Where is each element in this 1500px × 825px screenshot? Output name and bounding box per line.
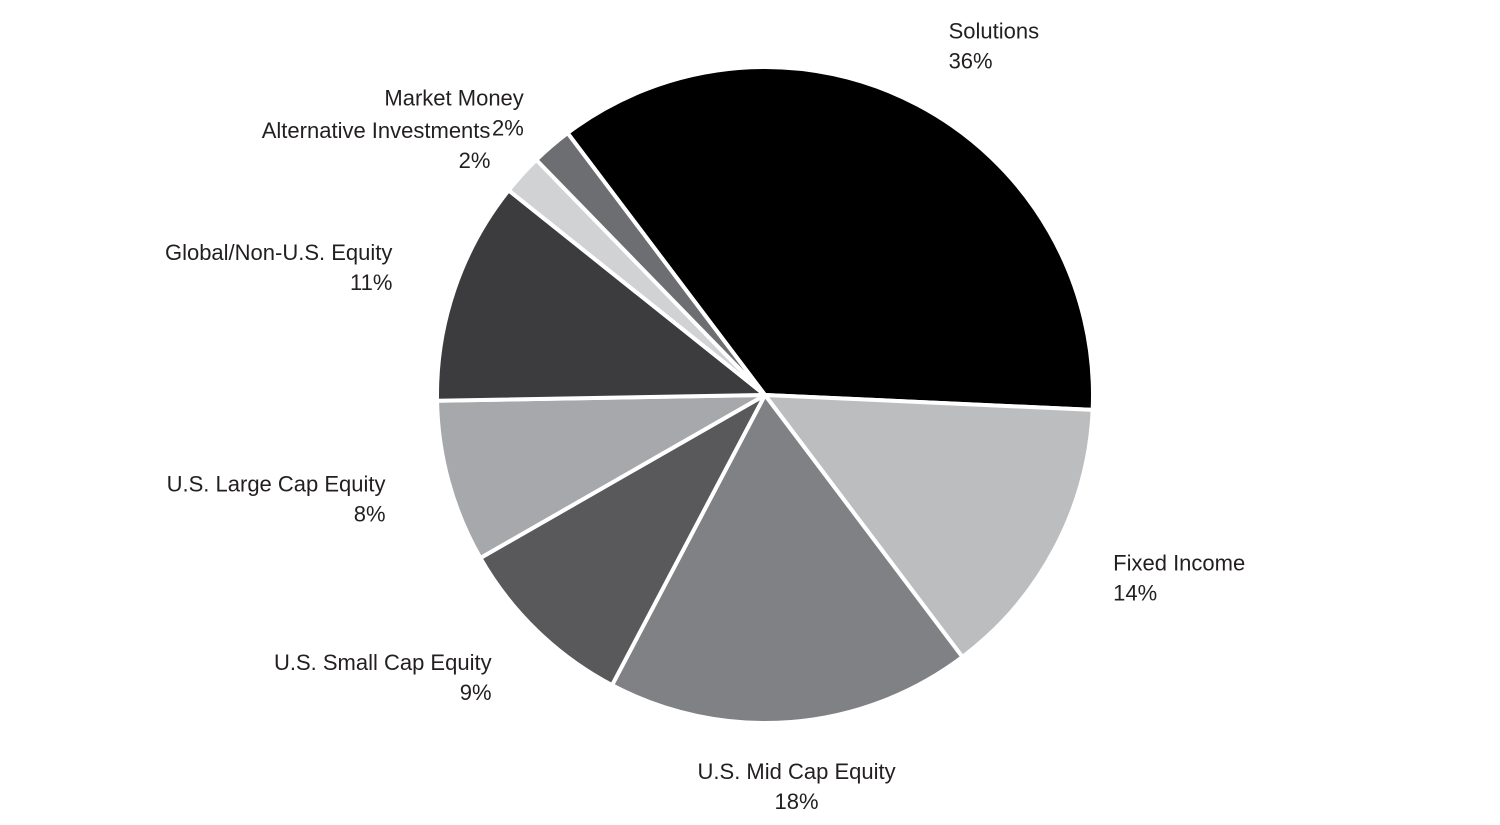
slice-value: 36% [949,49,993,74]
slice-value: 2% [492,115,524,140]
slice-label: Market Money [384,85,523,110]
slice-label: U.S. Small Cap Equity [274,650,492,675]
slice-label: U.S. Mid Cap Equity [698,759,896,784]
pie-slice [478,393,767,688]
slice-label: Solutions [949,19,1040,44]
pie-slice [435,188,767,403]
slice-value: 8% [354,501,386,526]
slice-value: 18% [775,789,819,814]
pie-slice [610,393,965,725]
slice-label: Global/Non-U.S. Equity [165,240,392,265]
pie-slice [763,393,1095,659]
slice-value: 9% [460,680,492,705]
slice-label: Alternative Investments [262,118,491,143]
slice-label: Fixed Income [1113,550,1245,575]
pie-slice [435,393,767,561]
slice-value: 11% [350,270,392,295]
slice-value: 2% [459,148,491,173]
pie-slice [534,131,767,397]
slice-value: 14% [1113,580,1157,605]
pie-slice [565,65,1095,412]
slice-label: U.S. Large Cap Equity [167,471,386,496]
